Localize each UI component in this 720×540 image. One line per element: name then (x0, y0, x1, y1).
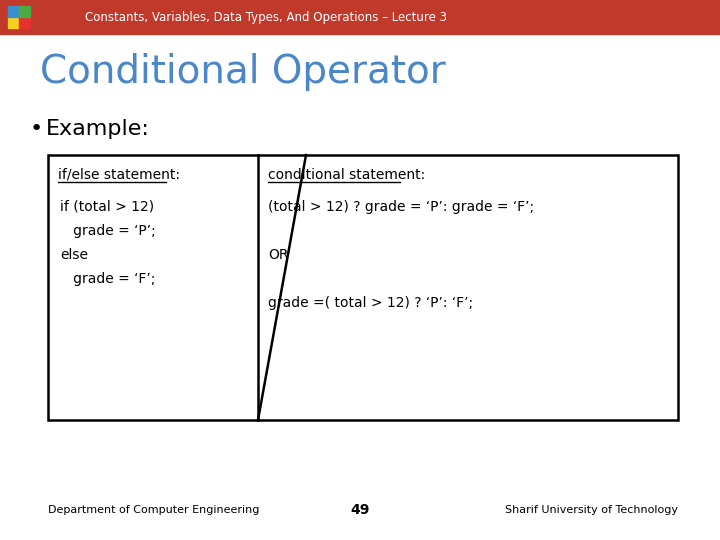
Bar (48, 155, 678, 420)
Bar (19, 6, 30, 17)
Text: if (total > 12): if (total > 12) (60, 200, 154, 214)
Text: grade =( total > 12) ? ‘P’: ‘F’;: grade =( total > 12) ? ‘P’: ‘F’; (268, 296, 473, 310)
Text: else: else (60, 248, 88, 262)
Text: OR: OR (268, 248, 289, 262)
Text: conditional statement:: conditional statement: (268, 168, 426, 182)
Bar (19, 17, 30, 28)
Text: Example:: Example: (46, 119, 150, 139)
Text: Conditional Operator: Conditional Operator (40, 53, 446, 91)
Text: •: • (30, 119, 43, 139)
Text: 49: 49 (351, 503, 369, 517)
Text: Department of Computer Engineering: Department of Computer Engineering (48, 505, 259, 515)
Text: Constants, Variables, Data Types, And Operations – Lecture 3: Constants, Variables, Data Types, And Op… (85, 10, 447, 24)
Text: (total > 12) ? grade = ‘P’: grade = ‘F’;: (total > 12) ? grade = ‘P’: grade = ‘F’; (268, 200, 534, 214)
Bar (8, 17, 19, 28)
Bar (0, 0, 720, 34)
Text: grade = ‘P’;: grade = ‘P’; (60, 224, 156, 238)
Text: grade = ‘F’;: grade = ‘F’; (60, 272, 156, 286)
Text: Sharif University of Technology: Sharif University of Technology (505, 505, 678, 515)
Bar (8, 6, 19, 17)
Text: if/else statement:: if/else statement: (58, 168, 180, 182)
